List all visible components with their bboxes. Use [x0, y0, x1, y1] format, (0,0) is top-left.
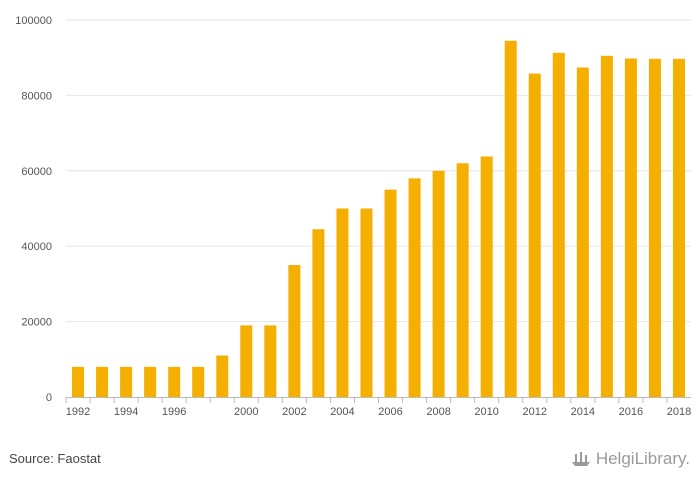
ship-icon	[571, 452, 590, 466]
bar-2009[interactable]	[456, 163, 469, 397]
helgilibrary-logo[interactable]: HelgiLibrary.	[570, 449, 690, 469]
bar-1997[interactable]	[192, 366, 205, 397]
x-tick-label: 2010	[474, 406, 498, 418]
bar-2004[interactable]	[336, 208, 349, 398]
bar-2001[interactable]	[264, 325, 277, 397]
bar-2006[interactable]	[384, 189, 397, 397]
bar-2016[interactable]	[624, 58, 637, 397]
bar-1995[interactable]	[144, 366, 157, 397]
x-tick-label: 1994	[114, 406, 138, 418]
x-tick-label: 2016	[619, 406, 643, 418]
x-tick-label: 2018	[667, 406, 691, 418]
bar-2015[interactable]	[600, 55, 613, 397]
x-axis-ticks: 1992 1994 1996 2000 2002 2004 2006 2008 2010 2012…	[65, 397, 691, 418]
x-tick-label: 2004	[330, 406, 354, 418]
source-note: Source: Faostat	[9, 451, 101, 466]
bar-2007[interactable]	[408, 178, 421, 397]
bar-2013[interactable]	[552, 52, 565, 397]
x-tick-label: 2006	[378, 406, 402, 418]
bar-2017[interactable]	[648, 58, 661, 398]
x-tick-label: 2012	[523, 406, 547, 418]
bar-1996[interactable]	[168, 366, 181, 397]
y-tick-label: 40000	[21, 241, 52, 253]
bar-2005[interactable]	[360, 208, 373, 398]
y-tick-label: 100000	[15, 15, 52, 27]
bar-1994[interactable]	[120, 366, 133, 397]
bar-1998[interactable]	[216, 355, 229, 397]
x-tick-label: 2000	[234, 406, 258, 418]
y-axis-ticks: 0 20000 40000 60000 80000 100000	[15, 15, 52, 404]
x-tick-label: 1996	[162, 406, 186, 418]
bar-2012[interactable]	[528, 73, 541, 397]
y-tick-label: 0	[46, 392, 52, 404]
bar-1993[interactable]	[96, 366, 109, 397]
x-tick-label: 1992	[66, 406, 90, 418]
bar-2018[interactable]	[672, 58, 685, 398]
bar-2000[interactable]	[240, 325, 253, 397]
y-tick-label: 80000	[21, 90, 52, 102]
bar-2003[interactable]	[312, 229, 325, 397]
bar-chart: 0 20000 40000 60000 80000 100000 1992 1994 1996…	[15, 15, 691, 418]
bar-2002[interactable]	[288, 265, 301, 397]
x-tick-label: 2014	[571, 406, 595, 418]
bar-2008[interactable]	[432, 170, 445, 397]
bar-2014[interactable]	[576, 67, 589, 397]
bar-2010[interactable]	[480, 156, 493, 397]
bar-1992[interactable]	[72, 366, 85, 397]
gridlines	[66, 19, 691, 323]
x-tick-label: 2002	[282, 406, 306, 418]
brand-name: HelgiLibrary.	[595, 449, 690, 468]
y-tick-label: 60000	[21, 166, 52, 178]
bar-2011[interactable]	[504, 40, 517, 398]
bars	[72, 40, 685, 398]
x-tick-label: 2008	[426, 406, 450, 418]
y-tick-label: 20000	[21, 317, 52, 329]
